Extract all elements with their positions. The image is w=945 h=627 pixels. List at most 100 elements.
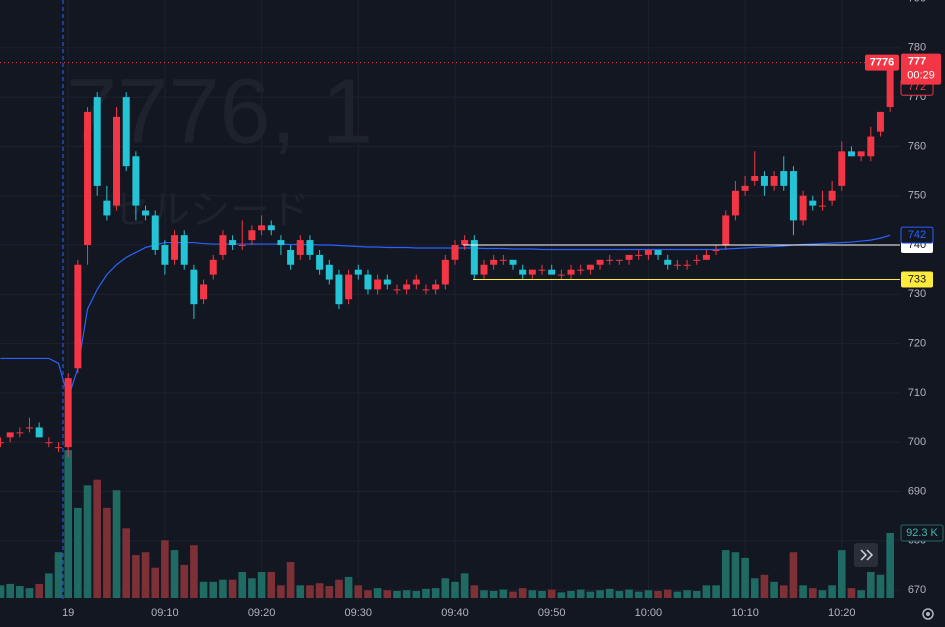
volume-label: 92.3 K [906,527,938,539]
volume-bar [576,589,585,598]
volume-bar [199,581,208,598]
candle-body [567,269,575,275]
candle-body [171,235,179,260]
x-tick-label: 10:00 [635,607,663,619]
y-tick-label: 700 [908,436,926,448]
volume-bar [721,550,730,598]
volume-bar [431,588,440,598]
candle-body [325,264,333,280]
candle-body [857,151,865,157]
candle-body [635,254,643,256]
x-tick-label: 09:30 [345,607,373,619]
volume-bar [547,589,556,598]
volume-bar [306,585,314,598]
volume-bar [112,490,121,598]
candle-body [470,240,478,275]
x-tick-label: 09:40 [441,607,469,619]
volume-bar [876,574,885,598]
volume-bar [625,589,633,598]
price-axis [900,0,945,627]
candle-body [499,259,507,261]
candle-body [383,279,391,285]
volume-bar [45,573,53,598]
candle-body [625,254,633,260]
volume-bar [789,552,798,598]
candle-body [93,97,101,186]
candle-body [876,111,884,132]
candle-body [45,442,53,444]
volume-bar [654,590,662,598]
candle-body [828,190,836,201]
volume-bar [64,450,72,598]
candle-body [345,274,353,300]
settings-icon[interactable] [922,608,934,620]
volume-bar [248,578,256,598]
volume-bar [673,591,682,598]
volume-bar [615,590,624,598]
plot [0,57,900,598]
volume-bar [0,585,5,598]
volume-bar [596,590,604,598]
candle-body [229,240,237,246]
candle-body [84,111,92,246]
scroll-icon [860,549,874,561]
candle-body [780,171,788,186]
volume-bar [296,585,305,598]
candle-body [412,279,420,285]
x-tick-label: 19 [62,607,74,619]
volume-bar [344,576,353,598]
candle-body [461,240,469,246]
candle-body [374,279,382,290]
candle-body [306,240,314,255]
volume-bar [6,583,14,598]
volume-bar [335,579,343,598]
volume-bar [393,590,401,598]
watermark-name: セルシード [110,189,310,233]
volume-bar [354,585,363,598]
volume-bar [683,590,691,598]
volume-bar [499,589,508,598]
y-tick-label: 760 [908,140,926,152]
countdown: 00:29 [907,70,935,82]
volume-bar [54,552,63,598]
volume-bar [83,485,92,598]
volume-bar [257,571,266,598]
candle-body [122,97,130,167]
volume-bar [441,578,450,598]
candle-body [548,269,556,275]
candle-body [867,136,875,157]
volume-bar [470,585,479,598]
volume-bar [16,586,24,598]
volume-bar [122,528,131,598]
candle-body [557,274,565,276]
volume-bar [402,590,411,598]
volume-bar [460,573,469,598]
candle-body [480,264,488,275]
volume-bar [567,590,575,598]
candle-body [693,259,701,261]
candle-body [799,195,807,221]
candle-body [161,245,169,265]
candle-body [702,254,710,260]
x-tick-label: 09:10 [151,607,179,619]
volume-bar [228,579,237,598]
y-tick-label: 780 [908,42,926,54]
candle-body [200,284,208,300]
candle-body [886,62,894,107]
volume-bar [451,581,459,598]
volume-bar [557,592,566,598]
volume-bar [692,590,701,598]
candle-body [654,249,662,255]
candle-body [586,264,594,270]
candle-body [683,264,691,266]
candle-body [180,235,188,265]
candle-body [287,249,295,265]
y-tick-label: 750 [908,190,926,202]
y-tick-label: 690 [908,485,926,497]
price-label-box [900,226,934,244]
volume-bar [528,590,537,598]
y-tick-label: 720 [908,338,926,350]
volume-bar [518,588,527,598]
